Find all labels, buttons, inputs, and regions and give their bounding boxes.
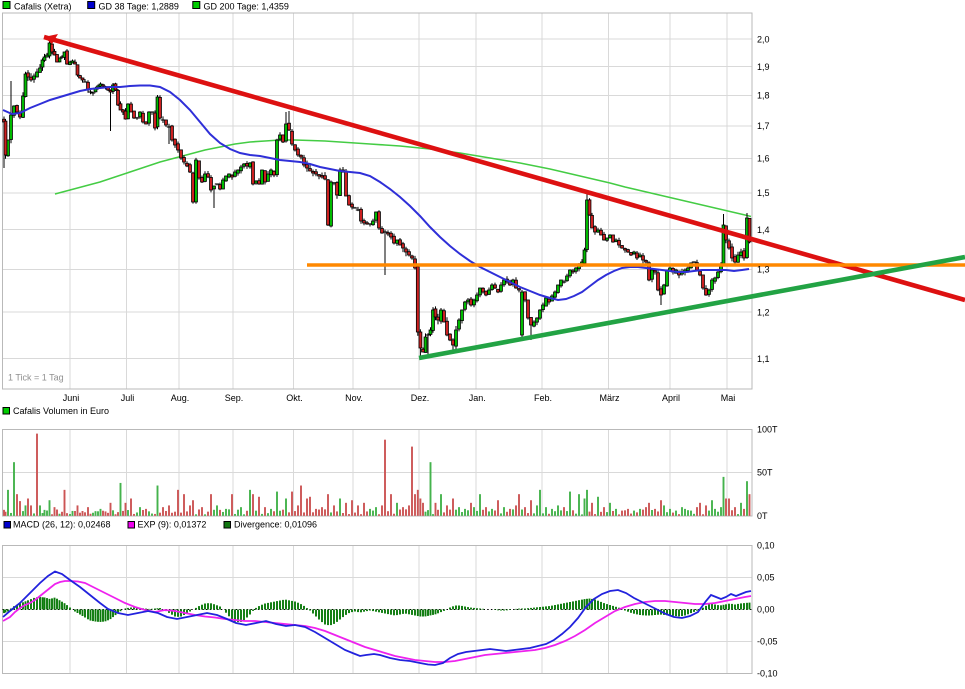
svg-text:Juni: Juni — [63, 393, 80, 403]
svg-text:100T: 100T — [757, 425, 778, 435]
svg-text:0T: 0T — [757, 511, 768, 521]
svg-text:März: März — [600, 393, 620, 403]
svg-text:EXP (9): 0,01372: EXP (9): 0,01372 — [138, 520, 207, 530]
svg-text:1,6: 1,6 — [757, 154, 770, 164]
svg-text:Nov.: Nov. — [345, 393, 363, 403]
svg-text:1,1: 1,1 — [757, 354, 770, 364]
svg-text:Dez.: Dez. — [411, 393, 430, 403]
svg-text:50T: 50T — [757, 468, 773, 478]
svg-text:1 Tick = 1 Tag: 1 Tick = 1 Tag — [8, 373, 64, 383]
svg-text:-0,10: -0,10 — [757, 669, 778, 679]
svg-text:0,05: 0,05 — [757, 573, 775, 583]
svg-text:1,3: 1,3 — [757, 265, 770, 275]
svg-text:Divergence: 0,01096: Divergence: 0,01096 — [234, 520, 317, 530]
svg-text:-0,05: -0,05 — [757, 637, 778, 647]
svg-text:Okt.: Okt. — [286, 393, 303, 403]
svg-text:Jan.: Jan. — [469, 393, 486, 403]
svg-text:Aug.: Aug. — [171, 393, 190, 403]
svg-text:Mai: Mai — [721, 393, 736, 403]
svg-text:Feb.: Feb. — [534, 393, 552, 403]
svg-text:1,9: 1,9 — [757, 62, 770, 72]
svg-text:Juli: Juli — [121, 393, 135, 403]
svg-text:GD 200 Tage: 1,4359: GD 200 Tage: 1,4359 — [204, 2, 289, 12]
svg-text:MACD (26, 12): 0,02468: MACD (26, 12): 0,02468 — [13, 520, 111, 530]
svg-text:0,10: 0,10 — [757, 541, 775, 551]
svg-text:Cafalis Volumen in Euro: Cafalis Volumen in Euro — [13, 406, 109, 416]
svg-text:1,8: 1,8 — [757, 91, 770, 101]
svg-text:1,5: 1,5 — [757, 188, 770, 198]
svg-text:2,0: 2,0 — [757, 34, 770, 44]
svg-text:GD 38 Tage: 1,2889: GD 38 Tage: 1,2889 — [99, 2, 179, 12]
svg-text:Sep.: Sep. — [225, 393, 244, 403]
svg-text:1,7: 1,7 — [757, 121, 770, 131]
svg-text:1,4: 1,4 — [757, 225, 770, 235]
svg-text:1,2: 1,2 — [757, 307, 770, 317]
svg-text:0,00: 0,00 — [757, 605, 775, 615]
svg-text:Cafalis (Xetra): Cafalis (Xetra) — [14, 2, 72, 12]
svg-text:April: April — [662, 393, 680, 403]
